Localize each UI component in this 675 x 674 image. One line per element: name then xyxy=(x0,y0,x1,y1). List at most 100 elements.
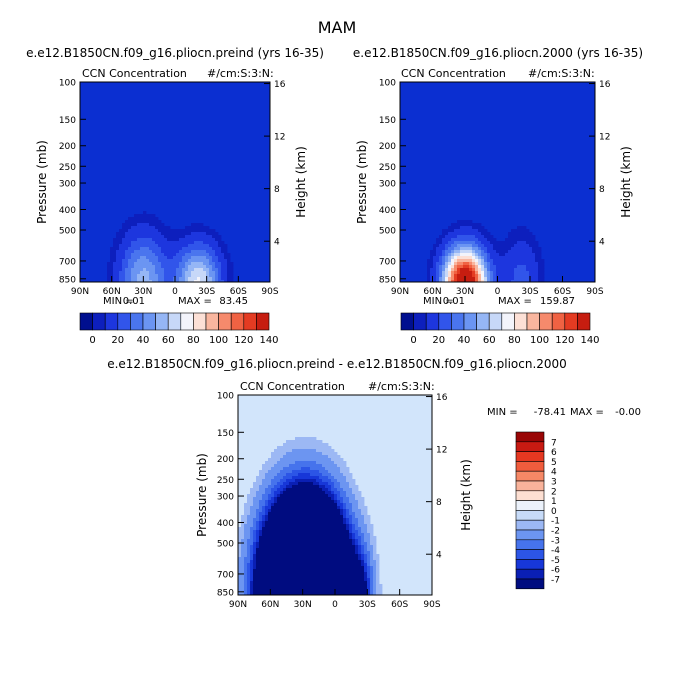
contour-cell xyxy=(256,590,260,594)
contour-cell xyxy=(454,226,458,230)
contour-cell xyxy=(478,265,482,269)
contour-cell xyxy=(280,593,284,595)
contour-cell xyxy=(250,545,254,549)
contour-cell xyxy=(445,280,449,282)
contour-cell xyxy=(122,253,126,257)
contour-cell xyxy=(149,214,153,218)
contour-cell xyxy=(289,455,293,459)
contour-cell xyxy=(355,530,359,534)
contour-cell xyxy=(274,521,278,525)
contour-cell xyxy=(185,265,189,269)
contour-cell xyxy=(343,569,347,573)
contour-cell xyxy=(337,464,341,468)
contour-cell xyxy=(247,587,251,591)
contour-cell xyxy=(152,277,156,281)
contour-cell xyxy=(328,566,332,570)
contour-cell xyxy=(265,542,269,546)
contour-cell xyxy=(367,593,371,595)
contour-cell xyxy=(358,557,362,561)
contour-cell xyxy=(343,506,347,510)
contour-cell xyxy=(122,226,126,230)
contour-cell xyxy=(247,512,251,516)
contour-cell xyxy=(137,265,141,269)
contour-cell xyxy=(143,274,147,278)
contour-cell xyxy=(445,244,449,248)
contour-cell xyxy=(328,518,332,522)
contour-cell xyxy=(361,578,365,582)
contour-cell xyxy=(352,551,356,555)
contour-cell xyxy=(511,262,515,266)
contour-layer xyxy=(238,437,383,595)
contour-cell xyxy=(301,554,305,558)
contour-cell xyxy=(331,557,335,561)
contour-cell xyxy=(259,497,263,501)
latitude-tick-label: 90N xyxy=(71,287,89,297)
contour-cell xyxy=(259,506,263,510)
contour-cell xyxy=(176,244,180,248)
contour-cell xyxy=(224,262,228,266)
contour-cell xyxy=(170,250,174,254)
contour-cell xyxy=(128,268,132,272)
contour-cell xyxy=(460,256,464,260)
contour-cell xyxy=(319,572,323,576)
contour-cell xyxy=(250,578,254,582)
contour-cell xyxy=(367,527,371,531)
contour-cell xyxy=(212,256,216,260)
contour-cell xyxy=(268,485,272,489)
pressure-tick-label: 500 xyxy=(379,227,396,237)
contour-cell xyxy=(298,503,302,507)
contour-cell xyxy=(283,569,287,573)
contour-cell xyxy=(334,557,338,561)
contour-cell xyxy=(325,572,329,576)
contour-cell xyxy=(451,229,455,233)
contour-cell xyxy=(146,268,150,272)
contour-cell xyxy=(250,533,254,537)
contour-cell xyxy=(367,584,371,588)
contour-cell xyxy=(370,563,374,567)
contour-cell xyxy=(430,274,434,278)
contour-cell xyxy=(346,569,350,573)
contour-cell xyxy=(325,518,329,522)
contour-cell xyxy=(271,500,275,504)
contour-cell xyxy=(149,277,153,281)
contour-cell xyxy=(203,259,207,263)
contour-cell xyxy=(203,250,207,254)
contour-cell xyxy=(176,235,180,239)
contour-cell xyxy=(514,262,518,266)
contour-cell xyxy=(244,524,248,528)
contour-cell xyxy=(520,241,524,245)
contour-cell xyxy=(259,518,263,522)
contour-cell xyxy=(442,280,446,282)
contour-cell xyxy=(164,250,168,254)
contour-cell xyxy=(212,235,216,239)
contour-cell xyxy=(319,500,323,504)
contour-cell xyxy=(259,548,263,552)
contour-cell xyxy=(325,569,329,573)
contour-cell xyxy=(152,271,156,275)
contour-cell xyxy=(122,271,126,275)
contour-cell xyxy=(161,274,165,278)
contour-cell xyxy=(271,578,275,582)
contour-cell xyxy=(340,491,344,495)
contour-cell xyxy=(152,262,156,266)
contour-cell xyxy=(466,280,470,282)
contour-cell xyxy=(508,280,512,282)
contour-cell xyxy=(170,265,174,269)
contour-cell xyxy=(292,449,296,453)
contour-cell xyxy=(277,488,281,492)
contour-cell xyxy=(463,241,467,245)
colorbar-swatch xyxy=(256,312,270,331)
contour-cell xyxy=(493,250,497,254)
contour-cell xyxy=(122,280,126,282)
contour-cell xyxy=(457,226,461,230)
contour-cell xyxy=(274,482,278,486)
contour-cell xyxy=(194,244,198,248)
contour-cell xyxy=(307,572,311,576)
contour-cell xyxy=(307,449,311,453)
contour-cell xyxy=(535,274,539,278)
contour-cell xyxy=(490,274,494,278)
contour-cell xyxy=(364,575,368,579)
contour-cell xyxy=(370,554,374,558)
contour-cell xyxy=(244,503,248,507)
contour-cell xyxy=(268,518,272,522)
